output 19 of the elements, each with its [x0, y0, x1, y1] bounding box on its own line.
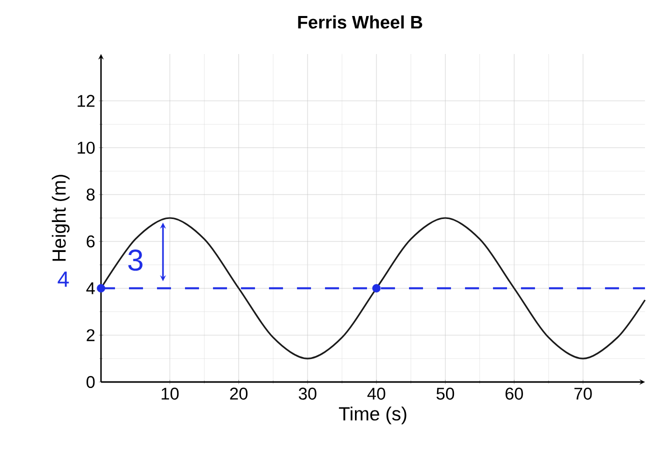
x-tick-label: 70	[574, 388, 592, 400]
x-tick-label: 60	[506, 388, 523, 400]
y-tick-label: 12	[78, 94, 94, 107]
chart-title: Ferris Wheel B	[298, 15, 422, 29]
y-tick-label: 4	[86, 282, 95, 294]
y-tick-label: 2	[86, 329, 94, 342]
annotation: 3	[128, 250, 142, 271]
x-tick-label: 50	[436, 388, 454, 400]
annotation: 4	[58, 272, 69, 287]
x-tick-label: 10	[162, 388, 179, 400]
x-tick-label: 40	[367, 388, 386, 400]
x-tick-label: 20	[230, 388, 248, 400]
y-tick-label: 10	[78, 142, 95, 154]
x-axis-title: Time (s)	[338, 406, 406, 424]
x-tick-label: 30	[298, 388, 316, 400]
y-tick-label: 8	[86, 188, 95, 201]
y-tick-label: 6	[86, 235, 95, 248]
y-tick-label: 0	[86, 376, 95, 388]
y-axis-title: Height (m)	[52, 174, 70, 261]
